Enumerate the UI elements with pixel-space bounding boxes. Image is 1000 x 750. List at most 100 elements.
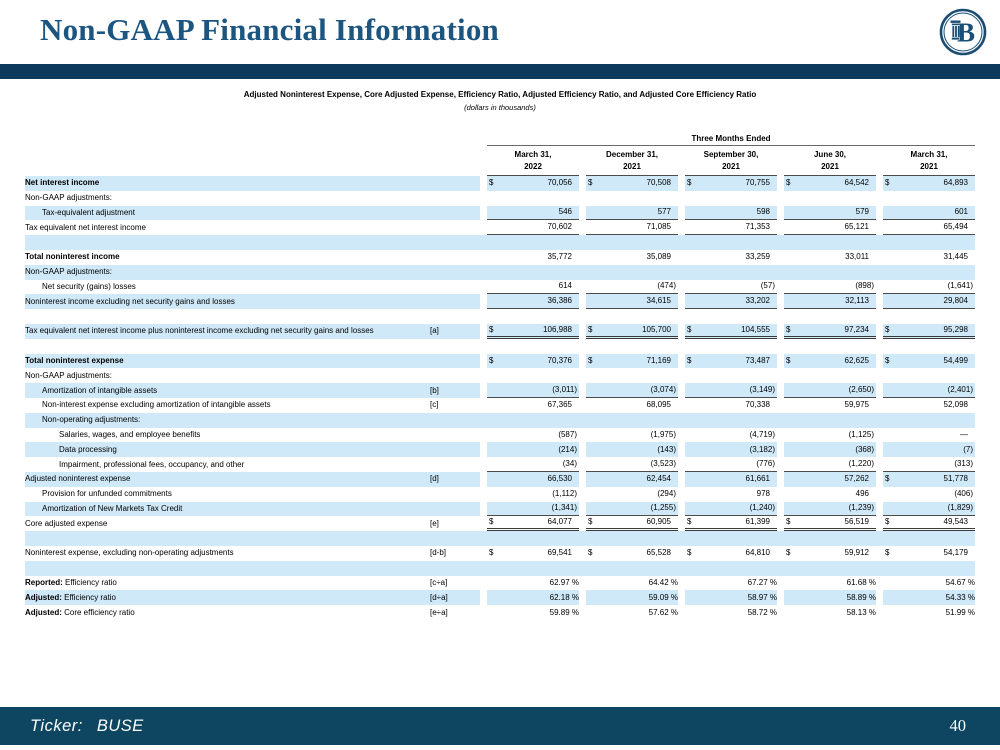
row-label: Net security (gains) losses xyxy=(25,280,430,295)
value-cell: (898) xyxy=(784,280,876,295)
value-cell: 598 xyxy=(685,205,777,221)
value-cell: $73,487 xyxy=(685,353,777,369)
row-ref: [e÷a] xyxy=(430,607,448,617)
value: 64.42 % xyxy=(648,577,678,587)
footer-bar: Ticker: BUSE 40 xyxy=(0,707,1000,745)
row-ref xyxy=(430,280,480,295)
row-label-main: Data processing xyxy=(59,444,117,454)
column-header-line1: December 31, xyxy=(605,150,659,159)
value-cell: (3,149) xyxy=(685,383,777,398)
value: 57,262 xyxy=(844,474,869,484)
row-label-main: Efficiency ratio xyxy=(65,577,117,587)
value: 35,772 xyxy=(547,252,572,262)
value: 59,975 xyxy=(844,400,869,410)
row-label: Total noninterest expense xyxy=(25,353,430,369)
row-label-main: Noninterest expense, excluding non-opera… xyxy=(25,548,234,558)
value-cell xyxy=(685,264,777,280)
value: 70,376 xyxy=(547,355,572,365)
dollar-sign: $ xyxy=(489,548,494,558)
row-ref xyxy=(430,353,480,369)
value-cell: 29,804 xyxy=(883,294,975,310)
table-row: Amortization of New Markets Tax Credit (1… xyxy=(25,501,975,517)
value: 56,519 xyxy=(844,517,869,527)
value-cell: (1,240) xyxy=(685,501,777,517)
row-label: Core adjusted expense xyxy=(25,516,430,531)
value-cell: 33,011 xyxy=(784,250,876,265)
value: 32,113 xyxy=(845,296,869,306)
value-cell: (406) xyxy=(883,487,975,502)
table-title: Adjusted Noninterest Expense, Core Adjus… xyxy=(243,90,757,99)
value-cell: $70,755 xyxy=(685,176,777,191)
value-cell: 57.62 % xyxy=(586,605,678,620)
row-label-text: Non-interest expense excluding amortizat… xyxy=(25,401,271,409)
row-label: Noninterest expense, excluding non-opera… xyxy=(25,546,430,561)
row-ref xyxy=(430,294,480,310)
row-label-main: Total noninterest expense xyxy=(25,355,124,365)
dollar-sign: $ xyxy=(687,355,692,365)
row-label: Salaries, wages, and employee benefits xyxy=(25,428,430,443)
value: (3,149) xyxy=(749,385,775,395)
value-cell: 33,259 xyxy=(685,250,777,265)
value: 51.99 % xyxy=(945,607,975,617)
value: — xyxy=(960,429,968,439)
period-row: Three Months Ended xyxy=(25,132,975,146)
row-label: Non-GAAP adjustments: xyxy=(25,264,430,280)
row-ref xyxy=(430,531,480,546)
row-label-main: Non-interest expense excluding amortizat… xyxy=(42,400,271,410)
value: (3,074) xyxy=(650,385,676,395)
row-ref: [e] xyxy=(430,518,439,528)
row-label-text: Amortization of New Markets Tax Credit xyxy=(25,504,182,513)
value-cell: (1,641) xyxy=(883,280,975,295)
value-cell xyxy=(586,339,678,354)
value-cell xyxy=(883,531,975,546)
table-row: Tax equivalent net interest income 70,602… xyxy=(25,220,975,236)
value-cell: (1,125) xyxy=(784,428,876,443)
value-cell xyxy=(487,412,579,428)
value: 58.89 % xyxy=(846,592,876,602)
value-cell: 59.89 % xyxy=(487,605,579,620)
value: 54,179 xyxy=(943,548,968,558)
value-cell: $104,555 xyxy=(685,323,777,339)
row-label-text: Adjusted: Efficiency ratio xyxy=(25,593,116,602)
value-cell: (776) xyxy=(685,457,777,472)
value-cell xyxy=(586,264,678,280)
spacer xyxy=(430,132,480,146)
value: (1,829) xyxy=(947,503,973,513)
row-ref: [c] xyxy=(430,400,439,410)
value: (143) xyxy=(657,444,676,454)
table-row xyxy=(25,531,975,546)
row-label: Reported: Efficiency ratio xyxy=(25,576,430,591)
value: 65,121 xyxy=(844,222,869,232)
row-label-prefix: Adjusted: xyxy=(25,607,65,617)
value-cell: (2,401) xyxy=(883,383,975,398)
row-label-text: Non-operating adjustments: xyxy=(25,416,140,424)
row-ref xyxy=(430,220,480,235)
value-cell: $64,893 xyxy=(883,176,975,191)
value-cell: (7) xyxy=(883,442,975,458)
logo-letter: B xyxy=(957,18,975,48)
value: 61.68 % xyxy=(846,577,876,587)
value-cell xyxy=(784,235,876,250)
value: 598 xyxy=(756,207,770,217)
value: 59.89 % xyxy=(549,607,579,617)
value: 95,298 xyxy=(943,324,968,334)
row-label: Non-GAAP adjustments: xyxy=(25,368,430,383)
row-label-prefix: Reported: xyxy=(25,577,65,587)
value-cell xyxy=(883,191,975,206)
value-cell xyxy=(784,191,876,206)
value-cell: 54.33 % xyxy=(883,590,975,606)
row-label-main: Tax equivalent net interest income xyxy=(25,222,146,232)
value-cell: (294) xyxy=(586,487,678,502)
value-cell: 58.13 % xyxy=(784,605,876,620)
column-header-line2: 2022 xyxy=(524,162,542,171)
value: (1,341) xyxy=(551,503,577,513)
value-cell: 62,454 xyxy=(586,471,678,487)
value-cell: 59,975 xyxy=(784,398,876,413)
value-cell xyxy=(586,191,678,206)
table-row: Non-GAAP adjustments: xyxy=(25,264,975,280)
value-cell xyxy=(586,412,678,428)
table-row xyxy=(25,235,975,250)
row-ref: [d] xyxy=(430,471,480,487)
table-section: Adjusted Noninterest Expense, Core Adjus… xyxy=(0,82,1000,620)
row-label-text: Net interest income xyxy=(25,179,99,187)
